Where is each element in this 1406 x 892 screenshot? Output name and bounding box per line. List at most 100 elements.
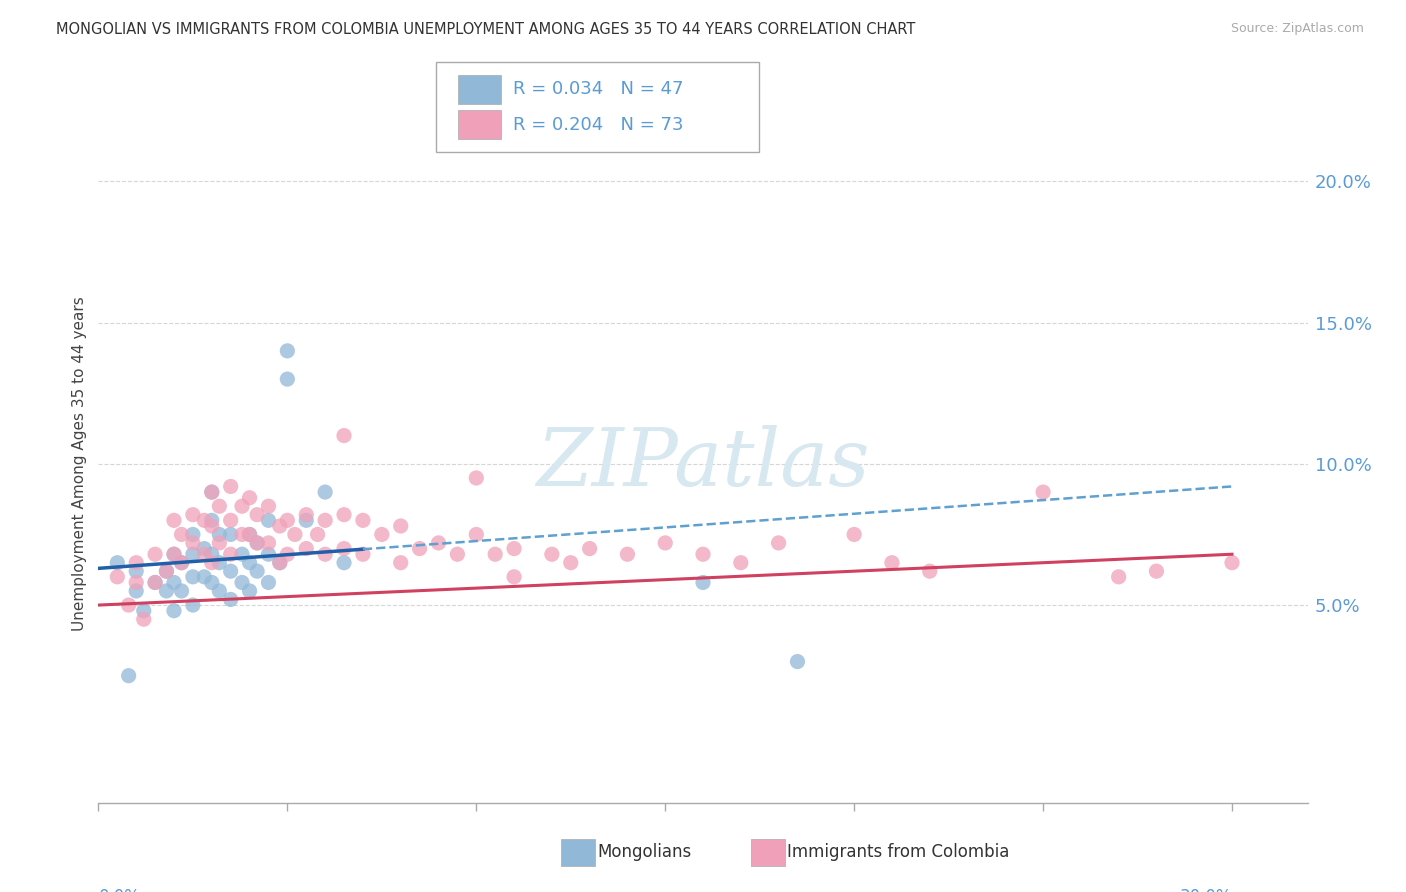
- Point: [239, 584, 262, 599]
- Point: [219, 592, 242, 607]
- Text: MONGOLIAN VS IMMIGRANTS FROM COLOMBIA UNEMPLOYMENT AMONG AGES 35 TO 44 YEARS COR: MONGOLIAN VS IMMIGRANTS FROM COLOMBIA UN…: [56, 22, 915, 37]
- Point: [276, 343, 298, 358]
- Point: [276, 547, 298, 561]
- Text: 0.0%: 0.0%: [98, 888, 141, 892]
- Point: [132, 604, 155, 618]
- Point: [880, 556, 903, 570]
- Point: [143, 575, 166, 590]
- Text: R = 0.034   N = 47: R = 0.034 N = 47: [513, 80, 683, 98]
- Point: [193, 513, 215, 527]
- Point: [125, 584, 148, 599]
- Point: [231, 500, 253, 514]
- Point: [257, 547, 280, 561]
- Point: [246, 564, 269, 578]
- Point: [276, 372, 298, 386]
- Point: [1032, 485, 1054, 500]
- Point: [170, 584, 193, 599]
- Point: [768, 536, 790, 550]
- Point: [314, 513, 336, 527]
- Point: [446, 547, 468, 561]
- Point: [371, 527, 394, 541]
- Point: [201, 519, 224, 533]
- Point: [408, 541, 430, 556]
- Point: [219, 547, 242, 561]
- Point: [201, 485, 224, 500]
- Point: [269, 556, 291, 570]
- Point: [692, 547, 714, 561]
- Point: [257, 513, 280, 527]
- Point: [181, 598, 204, 612]
- Point: [170, 556, 193, 570]
- Point: [352, 513, 374, 527]
- Point: [465, 527, 488, 541]
- Point: [155, 564, 177, 578]
- Point: [246, 536, 269, 550]
- Point: [484, 547, 506, 561]
- Point: [155, 564, 177, 578]
- Point: [170, 556, 193, 570]
- Point: [239, 527, 262, 541]
- Point: [257, 575, 280, 590]
- Point: [389, 556, 412, 570]
- Point: [219, 527, 242, 541]
- Point: [465, 471, 488, 485]
- Point: [181, 547, 204, 561]
- Point: [155, 584, 177, 599]
- Text: 30.0%: 30.0%: [1180, 888, 1232, 892]
- Point: [333, 556, 356, 570]
- Point: [105, 570, 128, 584]
- Point: [295, 508, 318, 522]
- Y-axis label: Unemployment Among Ages 35 to 44 years: Unemployment Among Ages 35 to 44 years: [72, 296, 87, 632]
- Text: Mongolians: Mongolians: [598, 843, 692, 861]
- Point: [654, 536, 676, 550]
- Point: [276, 513, 298, 527]
- Point: [231, 547, 253, 561]
- Point: [314, 547, 336, 561]
- Point: [163, 604, 186, 618]
- Point: [201, 485, 224, 500]
- Point: [844, 527, 866, 541]
- Point: [181, 536, 204, 550]
- Text: R = 0.204   N = 73: R = 0.204 N = 73: [513, 116, 683, 134]
- Point: [193, 541, 215, 556]
- Point: [333, 428, 356, 442]
- Point: [132, 612, 155, 626]
- Point: [208, 500, 231, 514]
- Point: [730, 556, 752, 570]
- Point: [163, 513, 186, 527]
- Point: [181, 527, 204, 541]
- Point: [193, 570, 215, 584]
- Point: [503, 570, 526, 584]
- Point: [231, 527, 253, 541]
- Point: [201, 547, 224, 561]
- Point: [118, 669, 141, 683]
- Point: [786, 655, 808, 669]
- Point: [692, 575, 714, 590]
- Text: ZIPatlas: ZIPatlas: [536, 425, 870, 502]
- Point: [231, 575, 253, 590]
- Point: [181, 508, 204, 522]
- Point: [269, 556, 291, 570]
- Point: [239, 491, 262, 505]
- Point: [257, 500, 280, 514]
- Point: [118, 598, 141, 612]
- Point: [1108, 570, 1130, 584]
- Point: [295, 541, 318, 556]
- Point: [333, 541, 356, 556]
- Point: [219, 479, 242, 493]
- Point: [208, 527, 231, 541]
- Point: [307, 527, 329, 541]
- Point: [1220, 556, 1243, 570]
- Point: [125, 575, 148, 590]
- Point: [125, 556, 148, 570]
- Point: [143, 547, 166, 561]
- Point: [163, 547, 186, 561]
- Point: [541, 547, 564, 561]
- Point: [333, 508, 356, 522]
- Point: [918, 564, 941, 578]
- Point: [170, 527, 193, 541]
- Point: [239, 556, 262, 570]
- Point: [219, 513, 242, 527]
- Point: [201, 575, 224, 590]
- Point: [1146, 564, 1168, 578]
